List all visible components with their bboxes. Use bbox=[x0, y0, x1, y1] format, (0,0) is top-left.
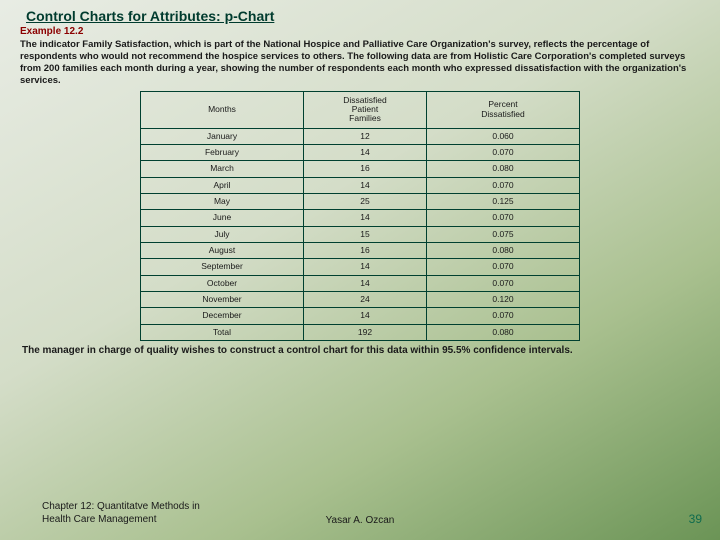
table-cell: May bbox=[141, 193, 304, 209]
table-row: September140.070 bbox=[141, 259, 580, 275]
col-percent: PercentDissatisfied bbox=[427, 91, 580, 128]
table-cell: 0.070 bbox=[427, 144, 580, 160]
table-cell: 0.070 bbox=[427, 275, 580, 291]
table-cell: 12 bbox=[304, 128, 427, 144]
table-row: May250.125 bbox=[141, 193, 580, 209]
footer-page-number: 39 bbox=[689, 512, 702, 526]
table-header-row: Months DissatisfiedPatientFamilies Perce… bbox=[141, 91, 580, 128]
table-cell: 14 bbox=[304, 144, 427, 160]
table-cell: 25 bbox=[304, 193, 427, 209]
table-cell: 0.070 bbox=[427, 259, 580, 275]
table-cell: 14 bbox=[304, 210, 427, 226]
table-cell: October bbox=[141, 275, 304, 291]
table-cell: 14 bbox=[304, 308, 427, 324]
table-cell: 0.080 bbox=[427, 161, 580, 177]
table-row: April140.070 bbox=[141, 177, 580, 193]
col-dissatisfied: DissatisfiedPatientFamilies bbox=[304, 91, 427, 128]
table-cell: 0.125 bbox=[427, 193, 580, 209]
table-cell: 16 bbox=[304, 161, 427, 177]
table-cell: August bbox=[141, 242, 304, 258]
table-cell: 16 bbox=[304, 242, 427, 258]
page-title: Control Charts for Attributes: p-Chart bbox=[26, 8, 700, 24]
table-row: July150.075 bbox=[141, 226, 580, 242]
table-row: December140.070 bbox=[141, 308, 580, 324]
intro-paragraph: The indicator Family Satisfaction, which… bbox=[20, 39, 700, 87]
table-cell: February bbox=[141, 144, 304, 160]
table-row: October140.070 bbox=[141, 275, 580, 291]
table-cell: 15 bbox=[304, 226, 427, 242]
table-row: June140.070 bbox=[141, 210, 580, 226]
table-cell: 0.075 bbox=[427, 226, 580, 242]
outro-paragraph: The manager in charge of quality wishes … bbox=[22, 345, 700, 358]
table-cell: 14 bbox=[304, 259, 427, 275]
table-cell: December bbox=[141, 308, 304, 324]
table-cell: 14 bbox=[304, 275, 427, 291]
col-months: Months bbox=[141, 91, 304, 128]
table-cell: 0.080 bbox=[427, 324, 580, 340]
table-cell: 14 bbox=[304, 177, 427, 193]
table-cell: 192 bbox=[304, 324, 427, 340]
table-row: August160.080 bbox=[141, 242, 580, 258]
table-cell: 24 bbox=[304, 291, 427, 307]
table-cell: 0.080 bbox=[427, 242, 580, 258]
table-row: Total1920.080 bbox=[141, 324, 580, 340]
table-cell: Total bbox=[141, 324, 304, 340]
footer-author: Yasar A. Ozcan bbox=[0, 515, 720, 526]
table-row: February140.070 bbox=[141, 144, 580, 160]
table-cell: June bbox=[141, 210, 304, 226]
table-cell: January bbox=[141, 128, 304, 144]
table-cell: 0.070 bbox=[427, 210, 580, 226]
table-cell: 0.070 bbox=[427, 308, 580, 324]
table-cell: July bbox=[141, 226, 304, 242]
table-cell: September bbox=[141, 259, 304, 275]
data-table: Months DissatisfiedPatientFamilies Perce… bbox=[140, 91, 580, 342]
example-label: Example 12.2 bbox=[20, 26, 700, 37]
table-cell: 0.070 bbox=[427, 177, 580, 193]
table-cell: 0.120 bbox=[427, 291, 580, 307]
table-cell: November bbox=[141, 291, 304, 307]
table-cell: 0.060 bbox=[427, 128, 580, 144]
table-row: March160.080 bbox=[141, 161, 580, 177]
table-row: January120.060 bbox=[141, 128, 580, 144]
table-cell: March bbox=[141, 161, 304, 177]
table-cell: April bbox=[141, 177, 304, 193]
table-row: November240.120 bbox=[141, 291, 580, 307]
